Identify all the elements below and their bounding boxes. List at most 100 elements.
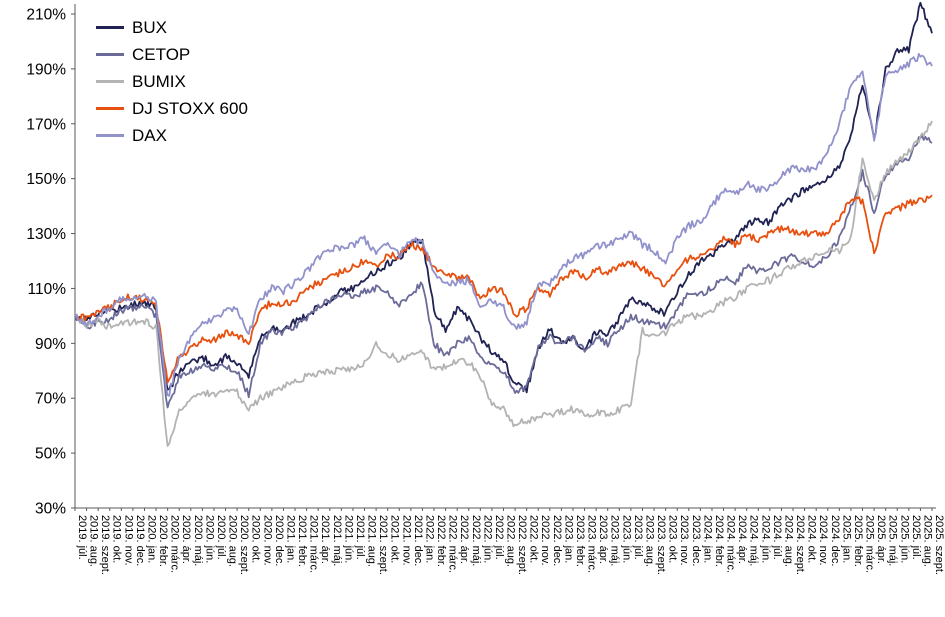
x-tick-label: 2020. júl. bbox=[215, 515, 227, 560]
x-tick-label: 2021. aug. bbox=[366, 515, 378, 567]
x-tick-label: 2025. márc. bbox=[864, 515, 876, 573]
y-tick-label: 110% bbox=[28, 281, 67, 298]
x-tick-label: 2024. aug. bbox=[782, 515, 794, 567]
x-tick-label: 2024. febr. bbox=[713, 515, 725, 567]
legend-item-djstoxx600: DJ STOXX 600 bbox=[96, 95, 248, 122]
y-tick-label: 70% bbox=[35, 391, 66, 408]
series-line-dj-stoxx-600 bbox=[74, 194, 933, 384]
x-tick-label: 2023. nov. bbox=[678, 515, 690, 566]
series-line-bux bbox=[74, 1, 933, 394]
x-tick-label: 2024. jún. bbox=[759, 515, 771, 563]
x-tick-label: 2019. dec. bbox=[134, 515, 146, 566]
legend-line-cetop-icon bbox=[96, 53, 124, 56]
x-tick-label: 2020. okt. bbox=[250, 515, 262, 563]
x-tick-label: 2025. jan. bbox=[840, 515, 852, 563]
x-tick-label: 2023. ápr. bbox=[597, 515, 609, 564]
x-tick-label: 2021. jún. bbox=[342, 515, 354, 563]
x-tick-label: 2022. máj. bbox=[470, 515, 482, 566]
x-tick-label: 2025. aug. bbox=[921, 515, 933, 567]
x-tick-label: 2023. szept. bbox=[655, 515, 667, 575]
x-tick-label: 2021. okt. bbox=[389, 515, 401, 563]
x-tick-label: 2025. szept. bbox=[933, 515, 945, 575]
legend-item-cetop: CETOP bbox=[96, 41, 248, 68]
x-tick-label: 2023. febr. bbox=[574, 515, 586, 567]
legend-label-cetop: CETOP bbox=[132, 44, 191, 64]
x-tick-label: 2021. jan. bbox=[284, 515, 296, 563]
x-tick-label: 2020. nov. bbox=[261, 515, 273, 566]
x-tick-label: 2025. ápr. bbox=[875, 515, 887, 564]
y-tick-label: 30% bbox=[35, 501, 66, 518]
x-tick-label: 2019. okt. bbox=[111, 515, 123, 563]
x-tick-label: 2022. szept. bbox=[516, 515, 528, 575]
x-tick-label: 2020. aug. bbox=[227, 515, 239, 567]
x-tick-label: 2019. aug. bbox=[88, 515, 100, 567]
x-tick-label: 2021. szept. bbox=[377, 515, 389, 575]
x-tick-label: 2021. febr. bbox=[296, 515, 308, 567]
x-tick-label: 2023. okt. bbox=[667, 515, 679, 563]
legend-item-dax: DAX bbox=[96, 122, 248, 149]
x-tick-label: 2024. júl. bbox=[771, 515, 783, 560]
x-tick-label: 2022. febr. bbox=[435, 515, 447, 567]
x-tick-label: 2022. jún. bbox=[481, 515, 493, 563]
legend-line-dax-icon bbox=[96, 134, 124, 137]
legend-label-bumix: BUMIX bbox=[132, 71, 186, 91]
x-tick-label: 2022. aug. bbox=[505, 515, 517, 567]
x-tick-label: 2020. febr. bbox=[157, 515, 169, 567]
x-tick-label: 2022. nov. bbox=[539, 515, 551, 566]
y-tick-label: 170% bbox=[26, 116, 66, 133]
x-tick-label: 2024. nov. bbox=[817, 515, 829, 566]
x-tick-label: 2020. jún. bbox=[203, 515, 215, 563]
x-tick-label: 2021. júl. bbox=[354, 515, 366, 560]
x-tick-label: 2024. okt. bbox=[806, 515, 818, 563]
x-tick-label: 2019. szept. bbox=[99, 515, 111, 575]
y-tick-label: 150% bbox=[26, 171, 66, 188]
series-line-bumix bbox=[74, 120, 933, 447]
x-tick-label: 2023. júl. bbox=[632, 515, 644, 560]
x-tick-label: 2019. nov. bbox=[122, 515, 134, 566]
y-tick-label: 90% bbox=[35, 336, 66, 353]
x-tick-label: 2021. márc. bbox=[308, 515, 320, 573]
legend-line-bumix-icon bbox=[96, 80, 124, 83]
x-tick-label: 2023. máj. bbox=[609, 515, 621, 566]
x-tick-label: 2021. dec. bbox=[412, 515, 424, 566]
x-tick-label: 2023. jan. bbox=[562, 515, 574, 563]
x-tick-label: 2020. szept. bbox=[238, 515, 250, 575]
x-tick-label: 2025. febr. bbox=[852, 515, 864, 567]
x-tick-label: 2025. júl. bbox=[910, 515, 922, 560]
x-tick-label: 2021. nov. bbox=[400, 515, 412, 566]
x-tick-label: 2024. ápr. bbox=[736, 515, 748, 564]
x-tick-label: 2020. jan. bbox=[145, 515, 157, 563]
x-tick-label: 2025. máj. bbox=[887, 515, 899, 566]
x-tick-label: 2022. ápr. bbox=[458, 515, 470, 564]
x-tick-label: 2024. jan. bbox=[701, 515, 713, 563]
x-tick-label: 2022. jan. bbox=[423, 515, 435, 563]
legend-line-bux-icon bbox=[96, 26, 124, 29]
legend-line-djstoxx600-icon bbox=[96, 107, 124, 110]
x-tick-label: 2022. dec. bbox=[551, 515, 563, 566]
x-tick-label: 2023. jún. bbox=[620, 515, 632, 563]
x-tick-label: 2022. júl. bbox=[493, 515, 505, 560]
x-tick-label: 2020. dec. bbox=[273, 515, 285, 566]
legend-item-bumix: BUMIX bbox=[96, 68, 248, 95]
x-tick-label: 2024. máj. bbox=[748, 515, 760, 566]
legend-label-bux: BUX bbox=[132, 17, 167, 37]
x-tick-label: 2023. dec. bbox=[690, 515, 702, 566]
x-tick-label: 2020. ápr. bbox=[180, 515, 192, 564]
x-tick-label: 2022. okt. bbox=[528, 515, 540, 563]
x-tick-label: 2021. máj. bbox=[331, 515, 343, 566]
x-tick-label: 2024. szept. bbox=[794, 515, 806, 575]
x-tick-label: 2020. márc. bbox=[169, 515, 181, 573]
x-tick-label: 2021. ápr. bbox=[319, 515, 331, 564]
x-tick-label: 2019. júl. bbox=[76, 515, 88, 560]
chart-legend: BUX CETOP BUMIX DJ STOXX 600 DAX bbox=[96, 14, 248, 149]
legend-label-dax: DAX bbox=[132, 125, 167, 145]
y-tick-label: 210% bbox=[26, 7, 66, 24]
series-line-dax bbox=[74, 53, 933, 397]
x-tick-label: 2022. márc. bbox=[447, 515, 459, 573]
x-tick-label: 2023. márc. bbox=[586, 515, 598, 573]
x-tick-label: 2023. aug. bbox=[643, 515, 655, 567]
x-tick-label: 2024. márc. bbox=[725, 515, 737, 573]
series-line-cetop bbox=[74, 134, 933, 409]
